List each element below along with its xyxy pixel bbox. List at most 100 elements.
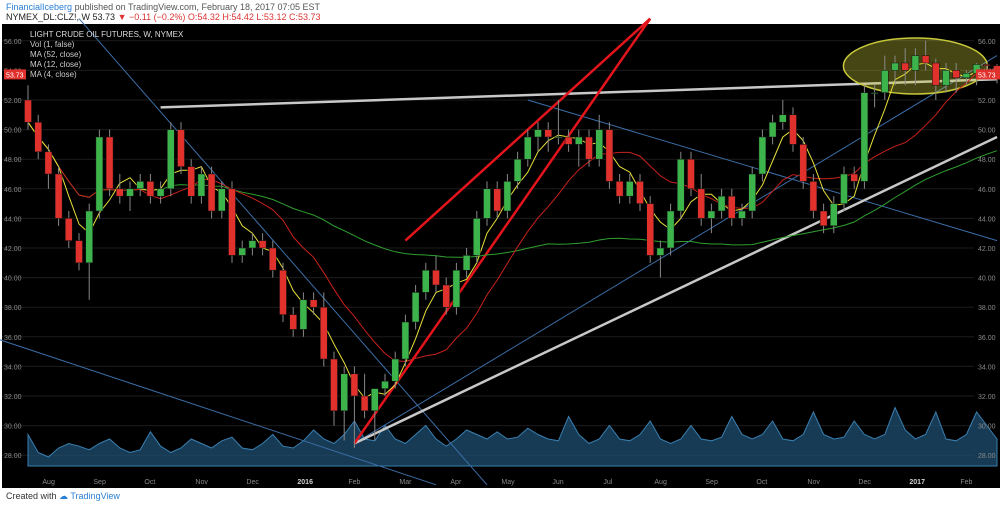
grid-lines	[2, 40, 974, 456]
y-tick-label-right: 34.00	[978, 364, 996, 371]
candle-up	[167, 129, 175, 190]
volume-series	[27, 406, 998, 467]
y-tick-label-right: 50.00	[978, 128, 996, 135]
candle-down	[697, 188, 705, 219]
trendline-white-resistance	[160, 78, 998, 109]
candle-up	[422, 269, 430, 293]
author-link[interactable]: FinancialIceberg	[6, 2, 73, 12]
y-tick-label-right: 32.00	[978, 394, 996, 401]
candle-up	[248, 240, 257, 249]
candle-up	[452, 269, 461, 308]
candle-down	[116, 188, 124, 197]
legend-ma4: MA (4, close)	[30, 70, 77, 79]
chart-header: FinancialIceberg published on TradingVie…	[0, 0, 1000, 24]
candle-down	[24, 99, 32, 123]
candle-down	[289, 314, 297, 330]
candle-up	[911, 55, 920, 71]
x-tick-label: Nov	[195, 479, 208, 486]
time-axis: Aug Sep Oct Nov Dec 2016 Feb Mar Apr May Jun Jul Aug…	[42, 479, 972, 486]
chart-area[interactable]	[2, 24, 976, 488]
candle-down	[901, 62, 909, 71]
symbol-name: NYMEX_DL:CLZ!, W	[6, 12, 91, 22]
candle-down	[54, 173, 63, 219]
candle-up	[85, 210, 93, 264]
candle-down	[493, 188, 501, 212]
candle-up	[677, 158, 685, 212]
tradingview-link[interactable]: TradingView	[70, 491, 120, 501]
y-tick-label-left: 44.00	[4, 216, 22, 223]
candle-down	[850, 173, 858, 182]
x-tick-label: Aug	[42, 479, 55, 486]
last-price: 53.73	[92, 12, 116, 22]
candle-down	[360, 395, 369, 412]
y-tick-label-left: 34.00	[4, 364, 22, 371]
candle-down	[44, 151, 53, 175]
candle-down	[187, 166, 195, 197]
candle-down	[442, 284, 450, 308]
candle-down	[258, 240, 267, 249]
x-tick-label: Aug	[654, 479, 667, 486]
candle-up	[483, 188, 491, 219]
footer: Created with ☁ TradingView	[0, 488, 1000, 506]
candle-down	[819, 210, 828, 227]
candle-up	[391, 358, 399, 382]
price-tag-left-label: 53.73	[6, 72, 24, 79]
volume-area	[27, 406, 998, 467]
x-tick-label: Feb	[960, 479, 972, 486]
candle-up	[891, 62, 899, 71]
candle-up	[218, 188, 226, 212]
candle-down	[309, 299, 318, 308]
y-tick-label-left: 30.00	[4, 424, 22, 431]
trendline-blue-lower	[0, 339, 437, 486]
candle-down	[921, 55, 930, 64]
candle-up	[748, 173, 756, 212]
candle-up	[371, 388, 379, 412]
x-tick-label: Oct	[144, 479, 155, 486]
candle-up	[717, 195, 726, 212]
candle-up	[779, 114, 787, 123]
y-tick-label-left: 52.00	[4, 98, 22, 105]
x-tick-label: Jun	[552, 479, 563, 486]
candle-down	[687, 158, 695, 190]
candle-up	[554, 136, 563, 139]
x-tick-label: Oct	[756, 479, 767, 486]
candle-down	[330, 358, 338, 412]
candle-down	[228, 188, 236, 256]
x-tick-label: 2017	[909, 479, 925, 486]
y-tick-label-right: 42.00	[978, 246, 996, 253]
price-tag-right	[976, 69, 1000, 80]
candle-down	[952, 70, 960, 79]
candle-up	[534, 129, 542, 138]
candle-down	[932, 62, 940, 86]
candle-down	[564, 136, 573, 145]
candle-down	[269, 247, 277, 271]
candle-up	[870, 92, 879, 94]
y-tick-label-right: 56.00	[978, 39, 996, 46]
candle-up	[95, 136, 104, 212]
price-scale-background	[976, 24, 1000, 488]
candle-up	[575, 136, 583, 145]
y-tick-label-left: 46.00	[4, 187, 22, 194]
ohlc-values: O:54.32 H:54.42 L:53.12 C:53.73	[187, 12, 321, 22]
created-with-text: Created with	[6, 491, 57, 501]
x-tick-label: Dec	[858, 479, 871, 486]
candle-down	[636, 181, 644, 204]
candle-up	[768, 121, 777, 138]
trendline-white-support	[353, 135, 998, 445]
candle-up	[666, 210, 675, 249]
y-tick-label-left: 32.00	[4, 394, 22, 401]
candle-down	[105, 136, 114, 190]
x-tick-label: Sep	[705, 479, 718, 486]
chart-legend: LIGHT CRUDE OIL FUTURES, W, NYMEX Vol (1…	[30, 30, 183, 80]
y-tick-label-right: 52.00	[978, 98, 996, 105]
candle-down	[432, 269, 440, 286]
x-tick-label: Apr	[450, 479, 462, 486]
candle-up	[156, 188, 165, 197]
candle-down	[75, 240, 83, 264]
candle-down	[789, 114, 797, 145]
x-tick-label: Mar	[399, 479, 412, 486]
y-tick-label-right: 28.00	[978, 453, 996, 460]
price-tag-left	[4, 69, 26, 80]
price-tag-right-label: 53.73	[978, 72, 996, 79]
